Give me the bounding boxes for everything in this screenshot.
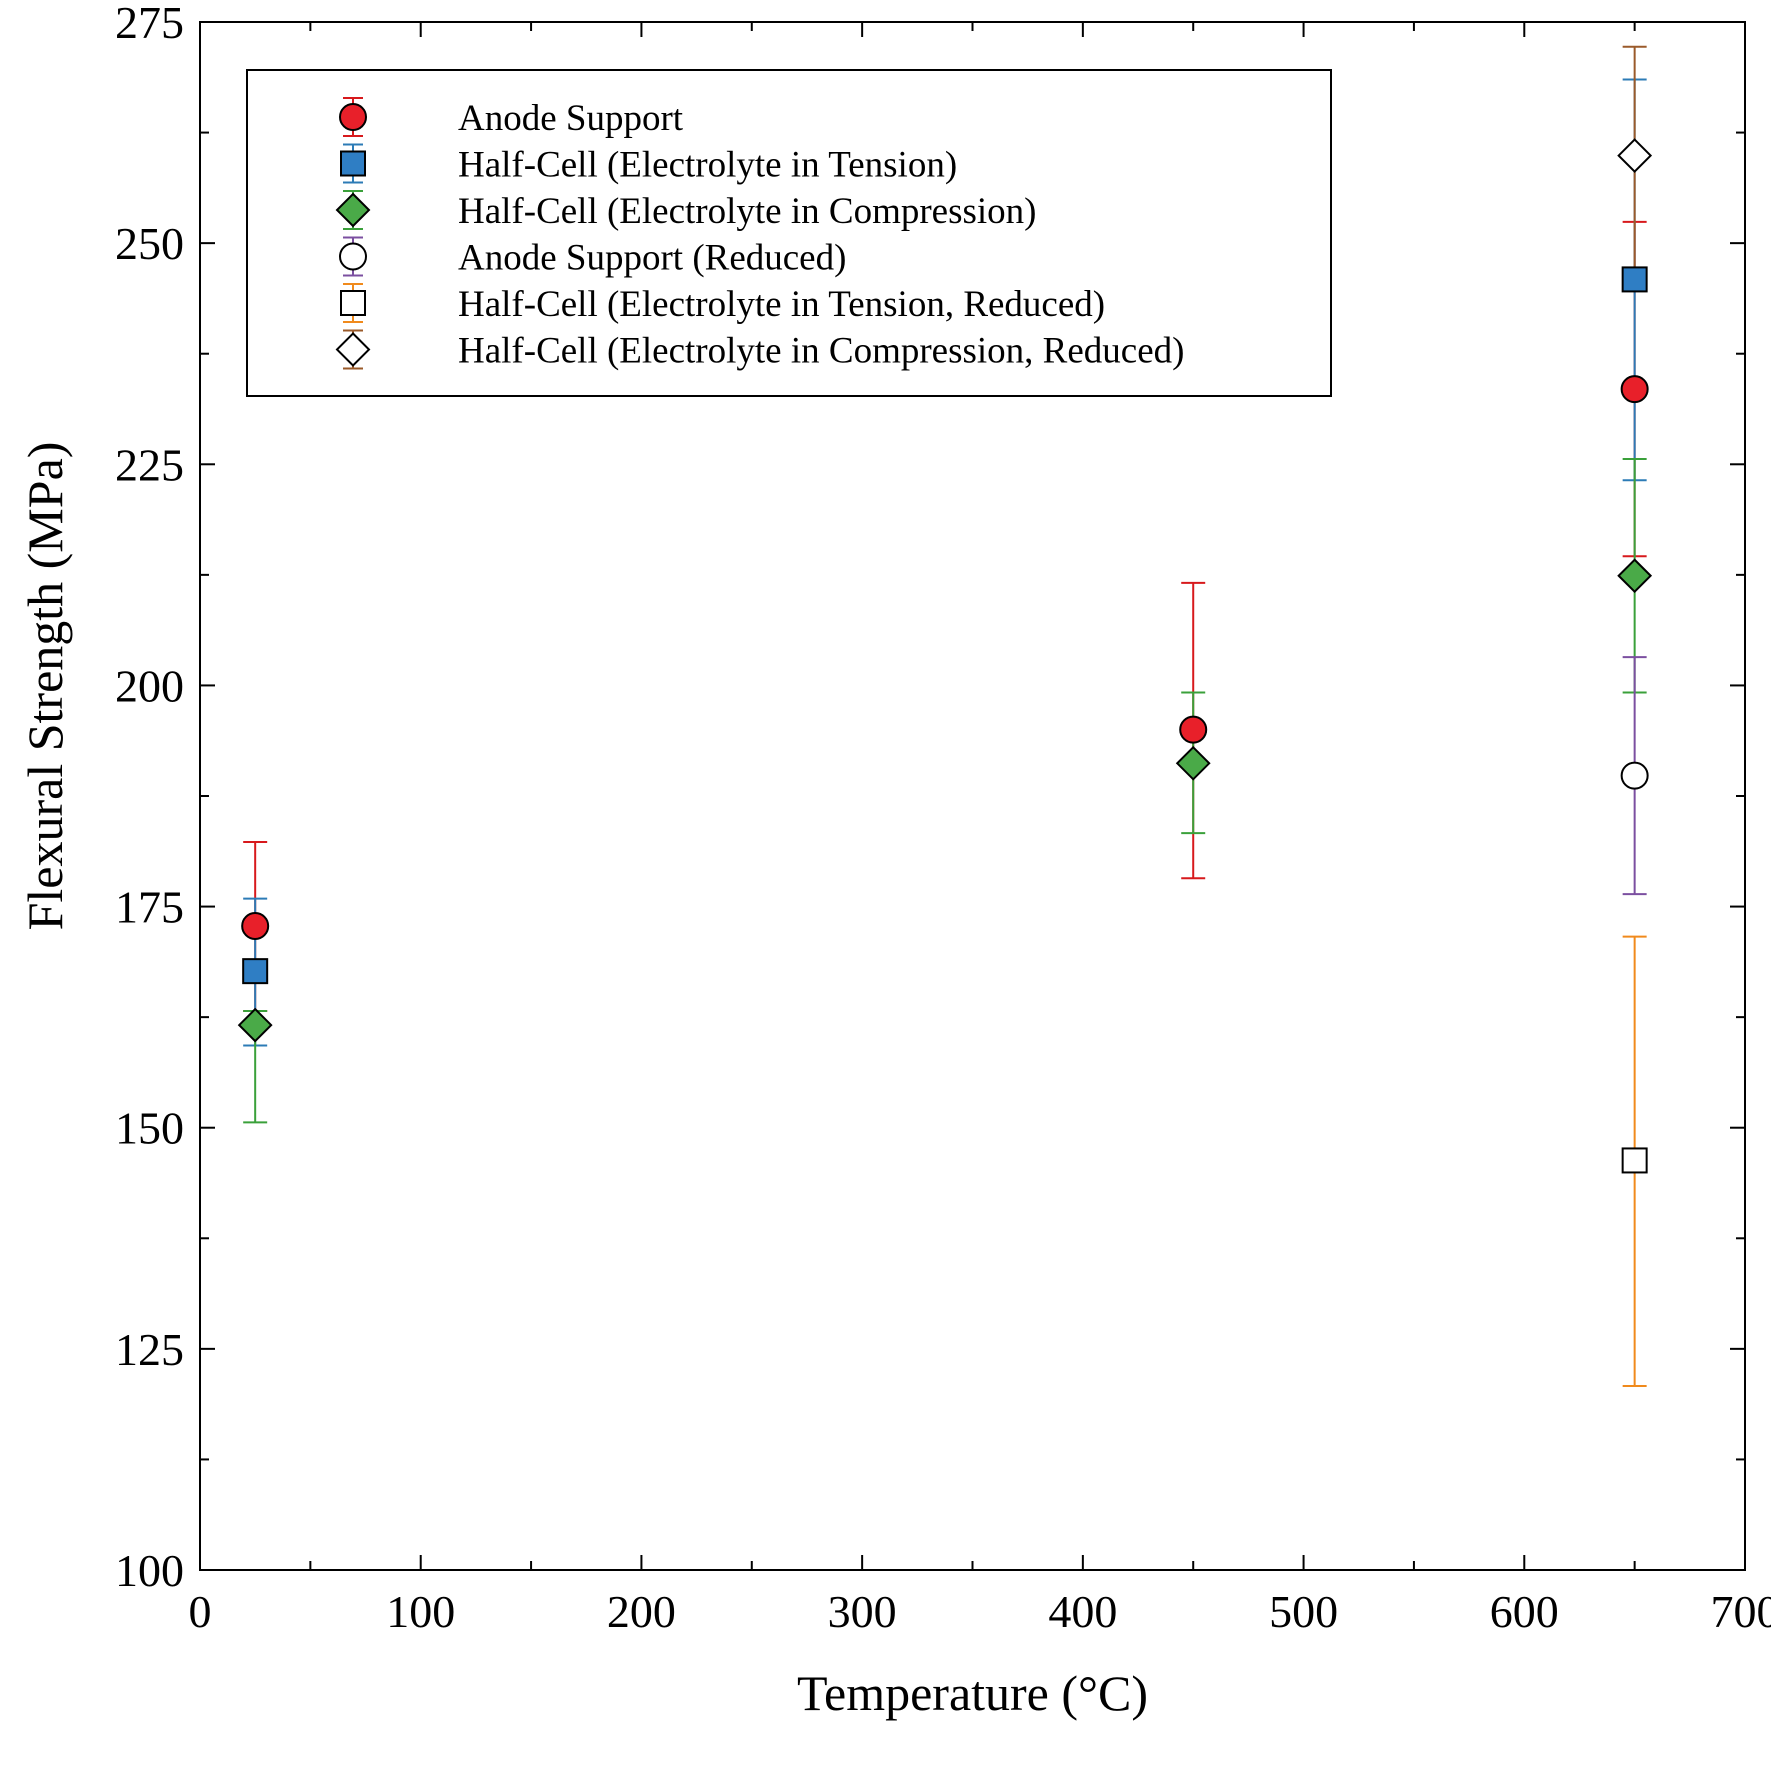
legend-marker: [335, 192, 371, 228]
legend-marker: [339, 103, 367, 131]
y-tick-label: 150: [115, 1103, 184, 1154]
data-point: [241, 912, 270, 941]
x-axis-title: Temperature (°C): [797, 1665, 1148, 1721]
data-point: [1175, 745, 1211, 781]
x-tick-label: 600: [1490, 1586, 1559, 1637]
y-tick-label: 225: [115, 439, 184, 490]
legend-label: Half-Cell (Electrolyte in Tension): [458, 145, 957, 186]
y-tick-label: 200: [115, 660, 184, 711]
series-markers: [1620, 761, 1649, 790]
legend-marker: [340, 150, 366, 177]
data-point: [1617, 558, 1653, 594]
x-tick-label: 200: [607, 1586, 676, 1637]
x-tick-label: 300: [828, 1586, 897, 1637]
legend-marker: [335, 332, 371, 367]
data-point: [1620, 761, 1649, 790]
x-tick-label: 700: [1711, 1586, 1771, 1637]
y-tick-label: 125: [115, 1324, 184, 1375]
data-point: [1621, 1147, 1648, 1174]
series-markers: [1617, 138, 1653, 173]
legend-label: Anode Support: [458, 98, 684, 139]
legend-label: Half-Cell (Electrolyte in Compression): [458, 191, 1037, 232]
data-point: [1620, 375, 1649, 404]
x-tick-label: 100: [386, 1586, 455, 1637]
series-markers: [237, 558, 1653, 1043]
y-axis-title: Flexural Strength (MPa): [17, 442, 73, 931]
legend: Anode Support Half-Cell (Electrolyte in T…: [246, 69, 1332, 397]
legend-label: Half-Cell (Electrolyte in Tension, Reduc…: [458, 284, 1105, 325]
series-markers: [241, 375, 1649, 941]
series-markers: [242, 266, 1648, 985]
x-tick-label: 500: [1269, 1586, 1338, 1637]
axis-ticks: 0 100 200 300 400 500 600 700100125150175200225…: [115, 0, 1771, 1637]
legend-marker: [339, 242, 367, 271]
x-tick-label: 0: [189, 1586, 212, 1637]
y-tick-label: 275: [115, 0, 184, 48]
legend-marker: [340, 290, 366, 316]
x-tick-label: 400: [1048, 1586, 1117, 1637]
legend-label: Half-Cell (Electrolyte in Compression, R…: [458, 331, 1184, 372]
legend-box: [246, 69, 1332, 397]
data-point: [1621, 266, 1648, 293]
data-point: [237, 1007, 273, 1043]
plot-frame: [199, 21, 1746, 1571]
data-series: [237, 45, 1653, 1388]
data-point: [1179, 715, 1208, 744]
series-group: [243, 457, 1647, 1124]
data-point: [242, 958, 269, 985]
y-tick-label: 175: [115, 882, 184, 933]
legend-label: Anode Support (Reduced): [458, 238, 846, 279]
y-tick-label: 100: [115, 1545, 184, 1596]
data-point: [1617, 138, 1653, 173]
series-markers: [1621, 1147, 1648, 1174]
y-tick-label: 250: [115, 218, 184, 269]
